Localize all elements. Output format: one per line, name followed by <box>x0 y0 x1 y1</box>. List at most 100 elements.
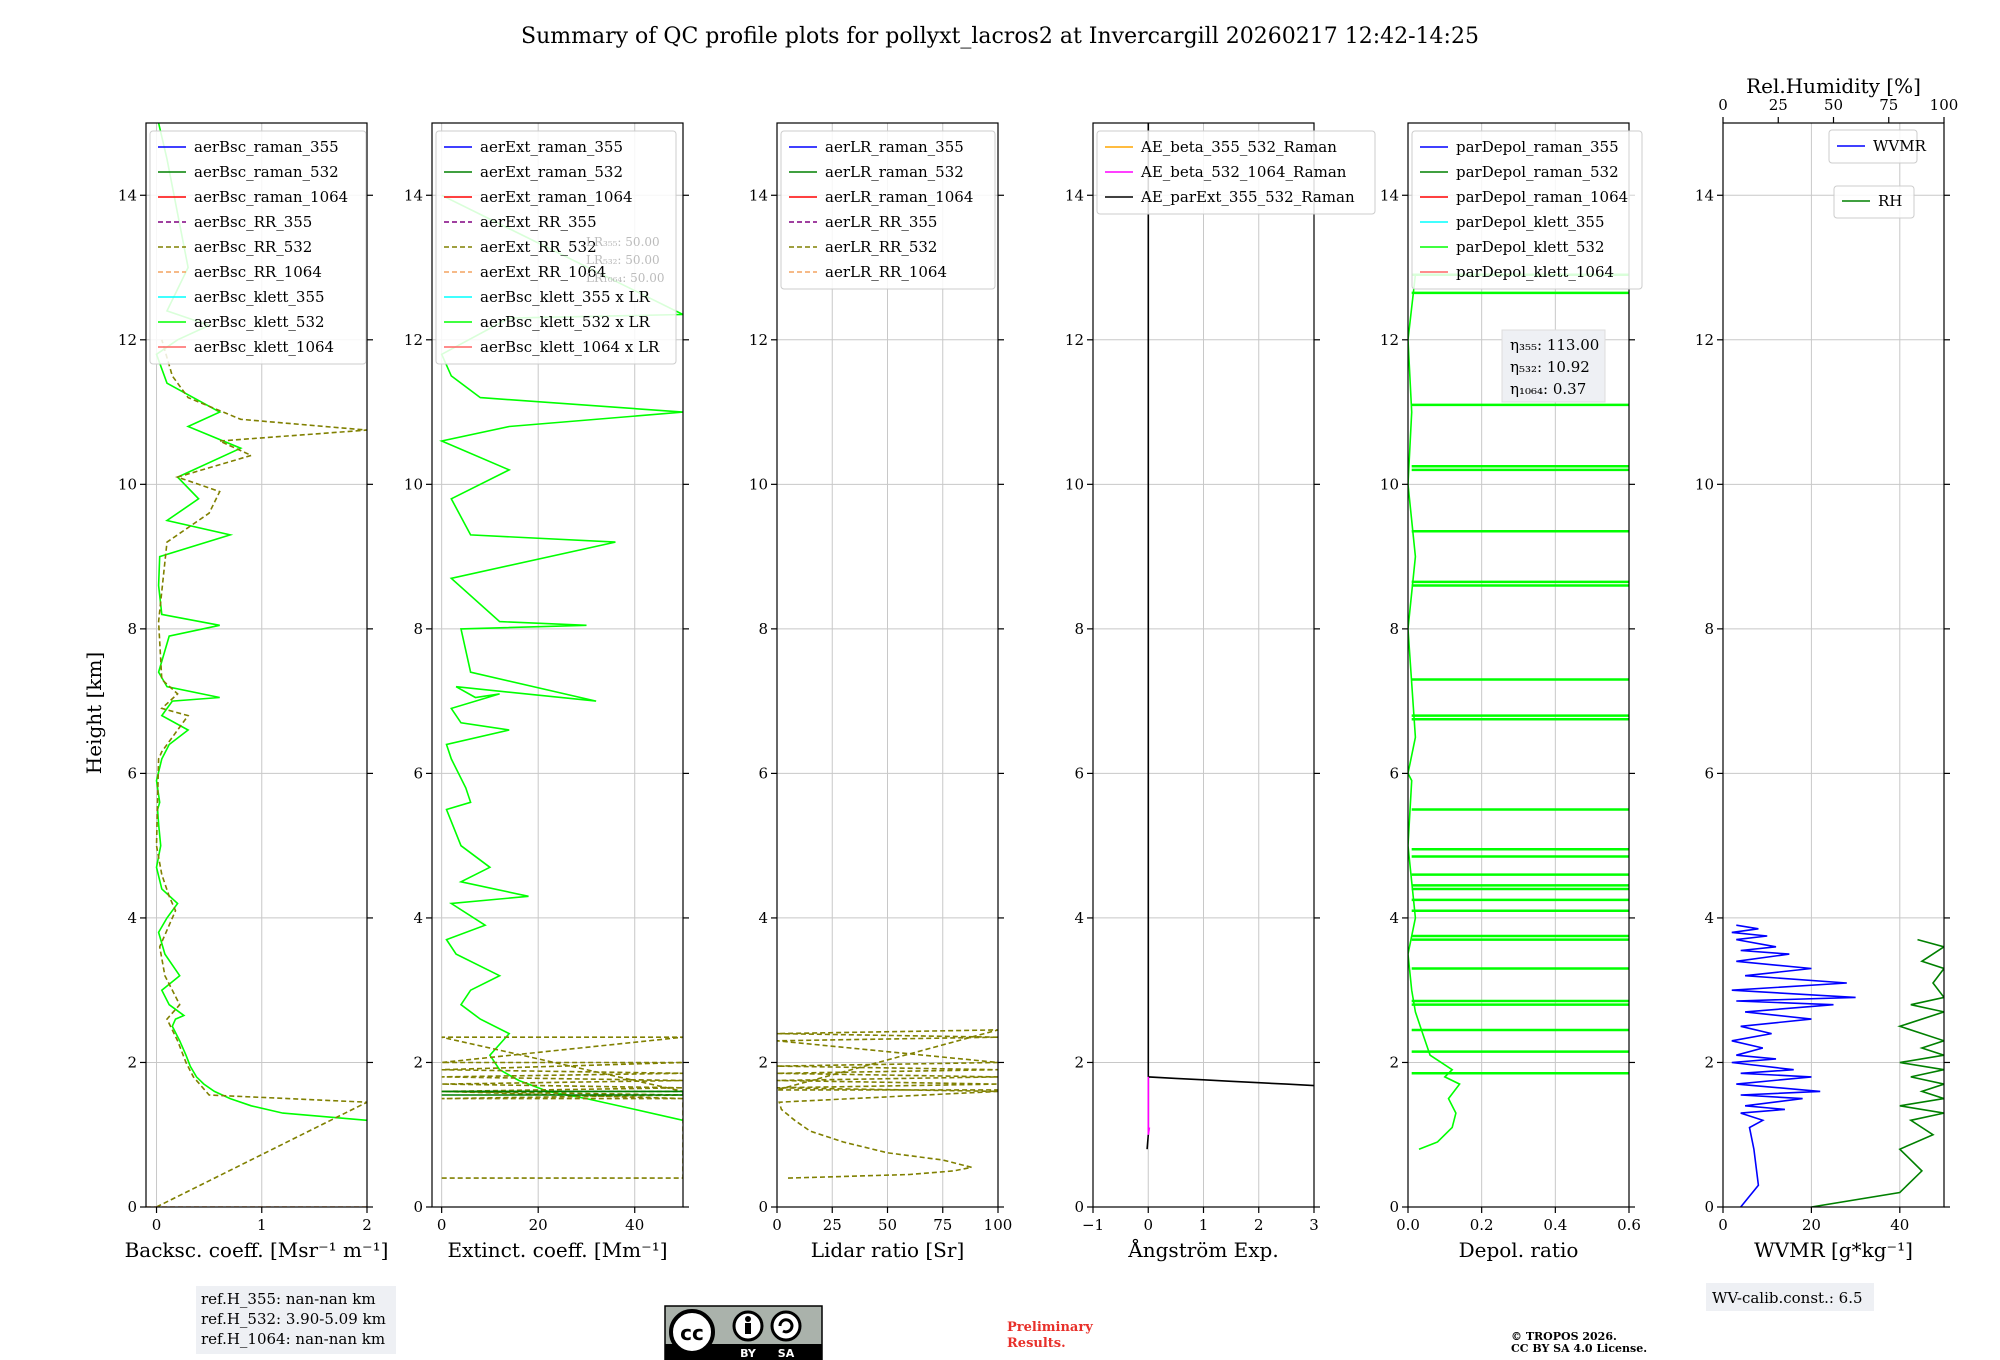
y-tick-label: 6 <box>1389 764 1399 782</box>
legend-label: aerBsc_klett_1064 <box>194 338 334 356</box>
y-tick-label: 10 <box>1695 475 1714 493</box>
series-aerExt_raman_532 <box>441 1090 683 1096</box>
y-tick-label: 12 <box>118 331 137 349</box>
x-tick-label: −1 <box>1082 1216 1104 1234</box>
top-x-axis-label: Rel.Humidity [%] <box>1746 74 1921 98</box>
legend-depol: parDepol_raman_355 parDepol_raman_532 parD… <box>1411 130 1643 290</box>
legend-label: aerLR_RR_532 <box>825 238 937 256</box>
series-parDepol_klett_532 <box>1408 274 1461 1150</box>
ref-height-532: ref.H_532: 3.90-5.09 km <box>201 1310 386 1328</box>
panel-water_vapor: 0 20 40 0 2 4 6 8 10 12 14 WVMR [g*kg⁻¹] 0 25 50 75 100 R… <box>1695 74 1958 1262</box>
series-RH <box>1811 938 1944 1207</box>
wv-calib-const: WV-calib.const.: 6.5 <box>1712 1289 1863 1307</box>
ref-height-355: ref.H_355: nan-nan km <box>201 1290 376 1308</box>
legend-label: aerLR_RR_355 <box>825 213 937 231</box>
x-tick-label: 75 <box>933 1216 952 1234</box>
legend-label: aerBsc_RR_1064 <box>194 263 322 281</box>
y-tick-label: 10 <box>118 475 137 493</box>
x-tick-label: 50 <box>878 1216 897 1234</box>
legend-label: aerBsc_klett_1064 x LR <box>480 338 660 356</box>
y-tick-label: 2 <box>413 1053 423 1071</box>
series-AE_beta_532_1064_Raman <box>1147 1076 1151 1135</box>
x-tick-label: 0.4 <box>1543 1216 1567 1234</box>
y-axis-label: Height [km] <box>82 652 106 774</box>
by-label: BY <box>740 1347 757 1360</box>
x-tick-label: 0 <box>772 1216 782 1234</box>
legend-label: aerLR_raman_532 <box>825 163 964 181</box>
series-aerLR_RR_532 <box>777 1029 998 1179</box>
x-axis-label: Ångström Exp. <box>1127 1237 1278 1262</box>
y-tick-label: 6 <box>413 764 423 782</box>
legend-label: aerExt_raman_355 <box>480 138 623 156</box>
legend-label: aerBsc_RR_355 <box>194 213 312 231</box>
y-tick-label: 0 <box>758 1198 768 1216</box>
y-tick-label: 14 <box>1380 186 1399 204</box>
x-tick-label: 0 <box>1143 1216 1153 1234</box>
x-tick-label: 0 <box>1718 1216 1728 1234</box>
y-tick-label: 14 <box>749 186 768 204</box>
legend-label: aerLR_RR_1064 <box>825 263 947 281</box>
y-tick-label: 2 <box>1389 1053 1399 1071</box>
y-tick-label: 0 <box>413 1198 423 1216</box>
y-tick-label: 6 <box>127 764 137 782</box>
legend-label: aerExt_RR_355 <box>480 213 597 231</box>
axes-frame <box>431 122 684 1208</box>
eta-box: η₃₅₅: 113.00 η₅₃₂: 10.92 η₁₀₆₄: 0.37 <box>1501 329 1606 403</box>
y-tick-label: 14 <box>1695 186 1714 204</box>
x-tick-label: 40 <box>625 1216 644 1234</box>
legend-label: aerExt_raman_532 <box>480 163 623 181</box>
x-tick-label: 20 <box>529 1216 548 1234</box>
y-tick-label: 12 <box>749 331 768 349</box>
legend-extinction: aerExt_raman_355 aerExt_raman_532 aerExt_r… <box>435 130 677 365</box>
y-tick-label: 12 <box>1695 331 1714 349</box>
legend-label: aerLR_raman_355 <box>825 138 964 156</box>
x-tick-label: 40 <box>1890 1216 1909 1234</box>
panel-depol: 0.0 0.2 0.4 0.6 0 2 4 6 8 10 12 14 Depol. ratio parDe… <box>1380 122 1643 1262</box>
axes-frame <box>1407 122 1630 1208</box>
cc-icon <box>669 1309 715 1355</box>
y-tick-label: 6 <box>1704 764 1714 782</box>
x-tick-label: 1 <box>1199 1216 1209 1234</box>
legend-label: AE_beta_532_1064_Raman <box>1140 163 1347 181</box>
y-tick-label: 12 <box>404 331 423 349</box>
y-tick-label: 12 <box>1380 331 1399 349</box>
legend-label: AE_beta_355_532_Raman <box>1140 138 1337 156</box>
legend-label-rh: RH <box>1878 192 1902 210</box>
legend-label-wvmr: WVMR <box>1873 137 1927 155</box>
series-aerBsc_klett_532 x LR <box>439 194 683 1122</box>
x-axis-label: Depol. ratio <box>1459 1238 1579 1262</box>
y-tick-label: 8 <box>758 620 768 638</box>
eta-value: η₃₅₅: 113.00 <box>1510 336 1599 354</box>
wv-calib-box <box>1706 1283 1874 1311</box>
legend-label: aerBsc_klett_532 <box>194 313 325 331</box>
legend-label: aerBsc_raman_355 <box>194 138 339 156</box>
y-tick-label: 2 <box>758 1053 768 1071</box>
y-tick-label: 4 <box>413 909 423 927</box>
axes-frame <box>145 122 368 1208</box>
y-tick-label: 2 <box>1704 1053 1714 1071</box>
lr-annotation: LR₁₀₆₄: 50.00 <box>586 271 664 285</box>
y-tick-label: 6 <box>1074 764 1084 782</box>
y-tick-label: 0 <box>1704 1198 1714 1216</box>
y-tick-label: 6 <box>758 764 768 782</box>
y-tick-label: 4 <box>127 909 137 927</box>
top-x-tick-label: 25 <box>1769 96 1788 114</box>
legend-label: aerBsc_raman_1064 <box>194 188 348 206</box>
x-tick-label: 100 <box>984 1216 1013 1234</box>
y-tick-label: 10 <box>404 475 423 493</box>
x-tick-label: 0 <box>437 1216 447 1234</box>
legend-rh: RH <box>1833 185 1915 219</box>
panel-lidar_ratio: 0 25 50 75 100 0 2 4 6 8 10 12 14 Lidar ratio [Sr] aer… <box>749 122 1013 1262</box>
eta-value: η₅₃₂: 10.92 <box>1510 358 1590 376</box>
x-axis-label: WVMR [g*kg⁻¹] <box>1754 1238 1913 1262</box>
x-tick-label: 0.0 <box>1396 1216 1420 1234</box>
ref-heights-box <box>196 1286 396 1354</box>
x-tick-label: 0.2 <box>1470 1216 1494 1234</box>
x-axis-label: Lidar ratio [Sr] <box>811 1238 965 1262</box>
series-aerExt_RR_532 <box>441 1036 683 1179</box>
cc-license-badge: cc BY SA <box>664 1305 823 1360</box>
top-x-tick-label: 50 <box>1824 96 1843 114</box>
y-tick-label: 8 <box>127 620 137 638</box>
axes-frame <box>1722 122 1945 1208</box>
